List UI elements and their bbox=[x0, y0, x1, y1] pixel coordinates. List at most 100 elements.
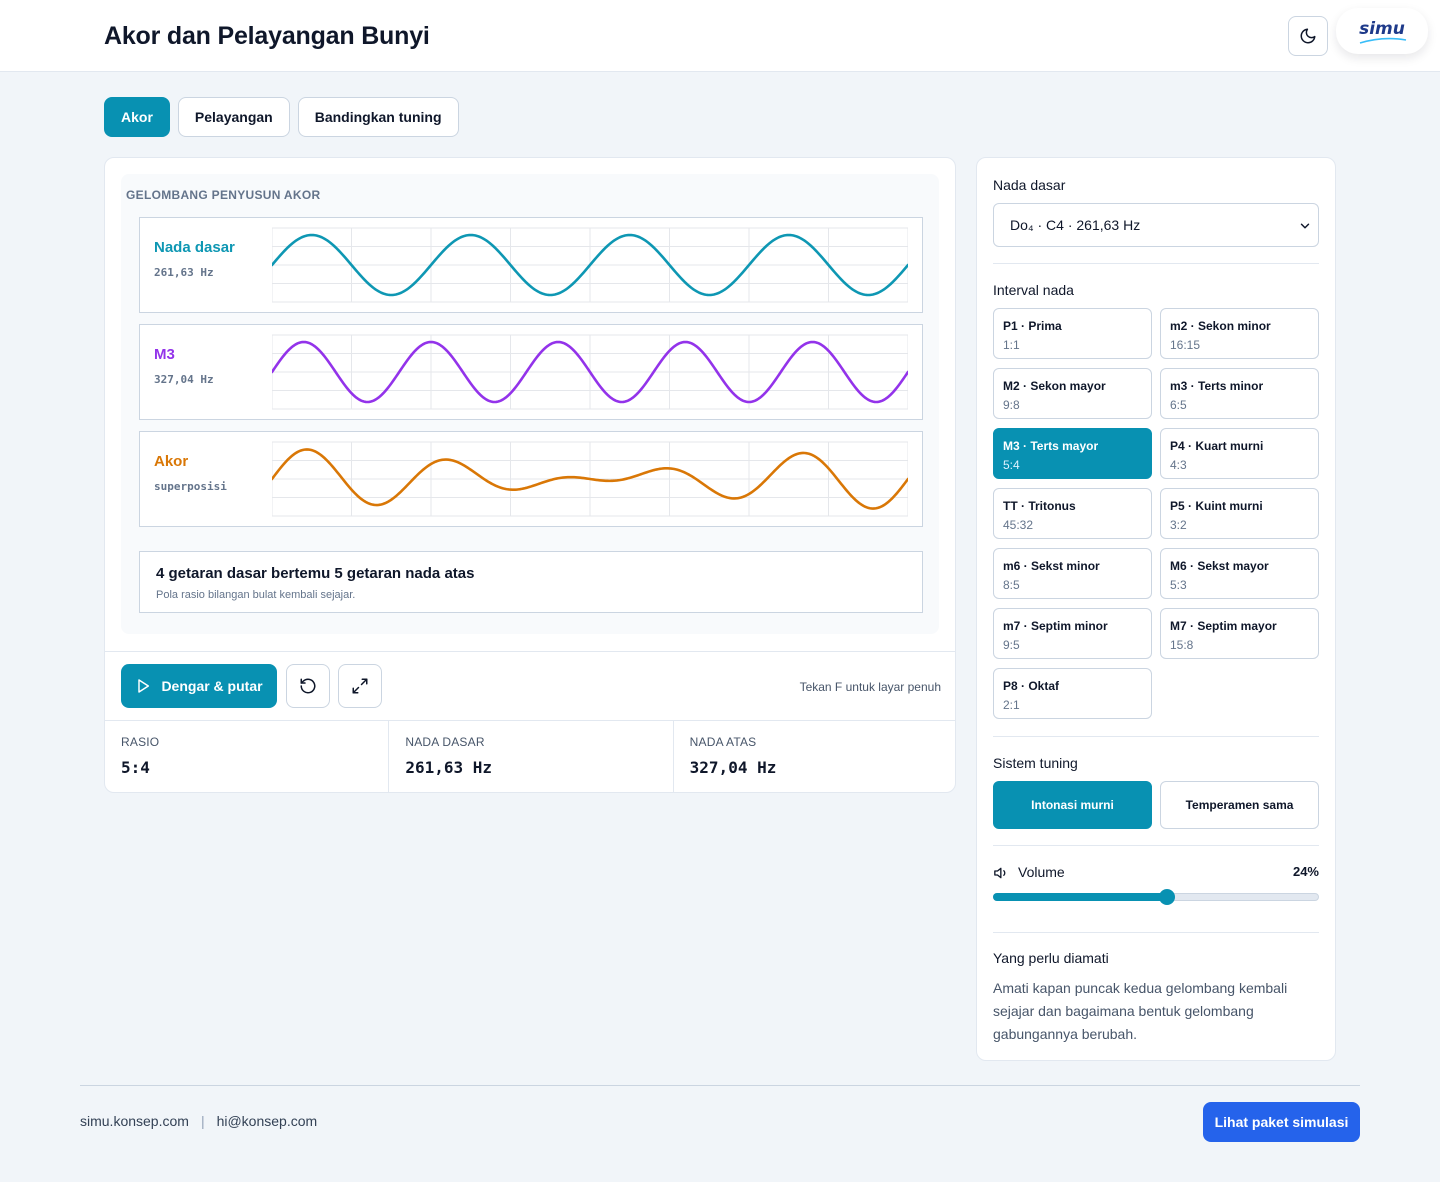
interval-option[interactable]: P8 · Oktaf 2:1 bbox=[993, 668, 1152, 719]
volume-row: Volume 24% bbox=[993, 863, 1319, 883]
divider bbox=[993, 845, 1319, 846]
interval-option[interactable]: m2 · Sekon minor 16:15 bbox=[1160, 308, 1319, 359]
base-note-select[interactable]: Do₄ · C4 · 261,63 Hz bbox=[993, 203, 1319, 247]
interval-ratio: 2:1 bbox=[1003, 698, 1020, 712]
wave-line-upper bbox=[272, 340, 908, 404]
tuning-label: Sistem tuning bbox=[993, 755, 1078, 771]
wave-row-upper: M3 327,04 Hz bbox=[139, 324, 923, 420]
tuning-equal-temperament-button[interactable]: Temperamen sama bbox=[1160, 781, 1319, 829]
interval-name: TT · Tritonus bbox=[1003, 499, 1076, 513]
interval-name: m6 · Sekst minor bbox=[1003, 559, 1100, 573]
interval-name: P8 · Oktaf bbox=[1003, 679, 1060, 693]
base-note-label: Nada dasar bbox=[993, 177, 1066, 193]
volume-slider[interactable] bbox=[993, 889, 1319, 905]
wave-plot-chord bbox=[272, 441, 908, 517]
play-button-label: Dengar & putar bbox=[161, 678, 263, 694]
divider bbox=[993, 736, 1319, 737]
view-packages-button[interactable]: Lihat paket simulasi bbox=[1203, 1102, 1360, 1142]
wave-frequency: 261,63 Hz bbox=[154, 266, 214, 279]
settings-panel: Nada dasar Do₄ · C4 · 261,63 Hz Interval… bbox=[976, 157, 1336, 1061]
tab-bandingkan-tuning[interactable]: Bandingkan tuning bbox=[297, 97, 459, 137]
ratio-info-subtitle: Pola rasio bilangan bulat kembali sejaja… bbox=[156, 589, 356, 601]
play-button[interactable]: Dengar & putar bbox=[121, 664, 277, 708]
interval-name: M6 · Sekst mayor bbox=[1170, 559, 1269, 573]
observe-title: Yang perlu diamati bbox=[993, 950, 1109, 966]
interval-option[interactable]: P5 · Kuint murni 3:2 bbox=[1160, 488, 1319, 539]
interval-option-selected[interactable]: M3 · Terts mayor 5:4 bbox=[993, 428, 1152, 479]
tuning-just-intonation-button[interactable]: Intonasi murni bbox=[993, 781, 1152, 829]
interval-ratio: 4:3 bbox=[1170, 458, 1187, 472]
stat-value: 327,04 Hz bbox=[689, 758, 777, 777]
stat-label: NADA ATAS bbox=[689, 735, 757, 749]
stat-ratio: RASIO 5:4 bbox=[105, 721, 390, 792]
stat-value: 261,63 Hz bbox=[405, 758, 493, 777]
stat-label: RASIO bbox=[121, 735, 160, 749]
stats-row: RASIO 5:4 NADA DASAR 261,63 Hz NADA ATAS… bbox=[105, 721, 955, 792]
wave-label: M3 bbox=[154, 346, 175, 363]
reset-button[interactable] bbox=[286, 664, 330, 708]
wave-row-fundamental: Nada dasar 261,63 Hz bbox=[139, 217, 923, 313]
playback-controls: Dengar & putar Tekan F untuk layar penuh bbox=[105, 651, 955, 721]
wave-label: Nada dasar bbox=[154, 239, 235, 256]
interval-ratio: 3:2 bbox=[1170, 518, 1187, 532]
page-title: Akor dan Pelayangan Bunyi bbox=[104, 22, 430, 50]
interval-option[interactable]: M2 · Sekon mayor 9:8 bbox=[993, 368, 1152, 419]
interval-name: M3 · Terts mayor bbox=[1003, 439, 1099, 453]
fullscreen-button[interactable] bbox=[338, 664, 382, 708]
interval-ratio: 16:15 bbox=[1170, 338, 1201, 352]
tab-pelayangan[interactable]: Pelayangan bbox=[177, 97, 290, 137]
interval-option[interactable]: P1 · Prima 1:1 bbox=[993, 308, 1152, 359]
interval-option[interactable]: m6 · Sekst minor 8:5 bbox=[993, 548, 1152, 599]
volume-slider-thumb[interactable] bbox=[1158, 889, 1175, 905]
tab-akor[interactable]: Akor bbox=[104, 97, 170, 137]
fullscreen-hint: Tekan F untuk layar penuh bbox=[799, 680, 941, 694]
interval-ratio: 9:8 bbox=[1003, 398, 1020, 412]
interval-ratio: 45:32 bbox=[1003, 518, 1034, 532]
wave-row-chord: Akor superposisi bbox=[139, 431, 923, 527]
expand-icon bbox=[352, 678, 368, 694]
divider bbox=[993, 263, 1319, 264]
simulation-card: GELOMBANG PENYUSUN AKOR Nada dasar 261,6… bbox=[104, 157, 956, 793]
footer-email-link[interactable]: hi@konsep.com bbox=[216, 1113, 318, 1129]
interval-name: M7 · Septim mayor bbox=[1170, 619, 1277, 633]
stat-value: 5:4 bbox=[121, 758, 150, 777]
wave-line-fundamental bbox=[272, 233, 908, 297]
interval-ratio: 8:5 bbox=[1003, 578, 1020, 592]
stat-base-frequency: NADA DASAR 261,63 Hz bbox=[389, 721, 674, 792]
play-icon bbox=[138, 679, 150, 693]
interval-ratio: 1:1 bbox=[1003, 338, 1020, 352]
interval-name: P4 · Kuart murni bbox=[1170, 439, 1264, 453]
ratio-info-box: 4 getaran dasar bertemu 5 getaran nada a… bbox=[139, 551, 923, 613]
moon-icon bbox=[1300, 28, 1316, 44]
divider bbox=[993, 932, 1319, 933]
interval-option[interactable]: M6 · Sekst mayor 5:3 bbox=[1160, 548, 1319, 599]
interval-ratio: 5:3 bbox=[1170, 578, 1187, 592]
footer-divider bbox=[80, 1085, 1360, 1086]
interval-option[interactable]: m3 · Terts minor 6:5 bbox=[1160, 368, 1319, 419]
interval-name: P1 · Prima bbox=[1003, 319, 1062, 333]
theme-toggle-button[interactable] bbox=[1288, 16, 1328, 56]
volume-label: Volume bbox=[1018, 864, 1065, 880]
speaker-icon bbox=[994, 867, 1006, 879]
interval-name: P5 · Kuint murni bbox=[1170, 499, 1263, 513]
volume-slider-fill bbox=[993, 893, 1166, 901]
interval-option[interactable]: TT · Tritonus 45:32 bbox=[993, 488, 1152, 539]
mode-tabs: Akor Pelayangan Bandingkan tuning bbox=[104, 97, 459, 137]
logo-text: simu bbox=[1359, 19, 1405, 39]
interval-option[interactable]: M7 · Septim mayor 15:8 bbox=[1160, 608, 1319, 659]
logo[interactable]: simu bbox=[1336, 8, 1428, 54]
interval-ratio: 6:5 bbox=[1170, 398, 1187, 412]
interval-name: m2 · Sekon minor bbox=[1170, 319, 1271, 333]
wave-plot-upper bbox=[272, 334, 908, 410]
interval-ratio: 9:5 bbox=[1003, 638, 1020, 652]
interval-name: m7 · Septim minor bbox=[1003, 619, 1108, 633]
wave-panel-title: GELOMBANG PENYUSUN AKOR bbox=[126, 188, 321, 202]
interval-option[interactable]: m7 · Septim minor 9:5 bbox=[993, 608, 1152, 659]
footer-site-link[interactable]: simu.konsep.com bbox=[80, 1113, 189, 1129]
interval-ratio: 15:8 bbox=[1170, 638, 1194, 652]
footer-separator: | bbox=[200, 1113, 205, 1129]
interval-name: M2 · Sekon mayor bbox=[1003, 379, 1106, 393]
observe-text: Amati kapan puncak kedua gelombang kemba… bbox=[993, 980, 1288, 1042]
wave-description: superposisi bbox=[154, 480, 227, 493]
interval-option[interactable]: P4 · Kuart murni 4:3 bbox=[1160, 428, 1319, 479]
